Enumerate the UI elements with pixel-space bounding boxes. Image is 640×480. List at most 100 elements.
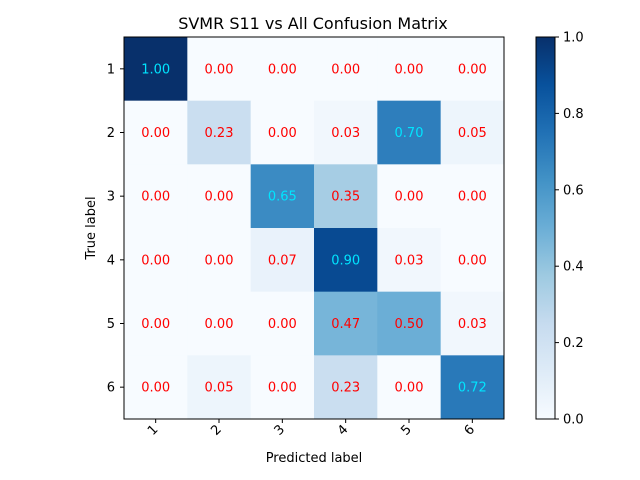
y-axis-label: True label: [84, 196, 99, 260]
cell-value-label: 0.00: [205, 317, 234, 332]
x-tick-label: 2: [208, 422, 224, 438]
heatmap-cell: [377, 37, 442, 102]
heatmap-cell: [187, 37, 252, 102]
cell-value-label: 0.23: [205, 126, 234, 141]
heatmap-cell: [250, 228, 315, 293]
cell-value-label: 0.00: [268, 126, 297, 141]
heatmap-cell: [124, 228, 188, 293]
heatmap-cell: [124, 355, 188, 420]
x-axis-ticks: 1 2 3 4 5 6: [145, 419, 478, 439]
heatmap-cell: [377, 291, 442, 356]
cell-value-label: 0.00: [458, 253, 487, 268]
heatmap-cell: [377, 355, 442, 420]
x-tick-label: 5: [398, 422, 414, 438]
cell-value-label: 0.00: [268, 381, 297, 396]
heatmap-cells: [124, 37, 505, 420]
cell-value-label: 0.07: [268, 253, 297, 268]
heatmap-cell: [440, 100, 505, 165]
cell-value-label: 0.05: [205, 381, 234, 396]
x-axis-label: Predicted label: [266, 451, 363, 466]
chart-title: SVMR S11 vs All Confusion Matrix: [178, 14, 448, 33]
heatmap-cell: [314, 228, 378, 293]
colorbar: [535, 36, 556, 420]
cell-value-label: 0.47: [331, 317, 360, 332]
heatmap-cell: [187, 228, 252, 293]
y-tick-label: 1: [107, 62, 115, 77]
cell-value-label: 0.70: [395, 126, 424, 141]
heatmap-cell: [377, 164, 442, 229]
heatmap-cell: [187, 355, 252, 420]
cell-value-label: 0.03: [458, 317, 487, 332]
heatmap-cell: [440, 37, 505, 102]
heatmap-cell: [250, 37, 315, 102]
cell-value-label: 0.03: [395, 253, 424, 268]
x-tick-label: 1: [145, 422, 161, 438]
heatmap-cell: [440, 355, 505, 420]
cell-value-label: 0.72: [458, 381, 487, 396]
heatmap-cell: [250, 355, 315, 420]
heatmap-cell: [124, 291, 188, 356]
y-tick-label: 4: [107, 253, 115, 268]
heatmap-cell: [314, 291, 378, 356]
cell-value-label: 0.00: [141, 126, 170, 141]
x-tick-label: 3: [272, 422, 288, 438]
heatmap-cell: [377, 228, 442, 293]
heatmap-cell: [124, 100, 188, 165]
cell-value-label: 0.00: [395, 62, 424, 77]
cell-value-label: 0.00: [141, 317, 170, 332]
heatmap-cell: [187, 291, 252, 356]
heatmap-cell: [314, 37, 378, 102]
cell-value-label: 0.00: [205, 62, 234, 77]
y-tick-label: 6: [107, 381, 115, 396]
cell-value-label: 1.00: [141, 62, 170, 77]
cell-value-label: 0.00: [141, 253, 170, 268]
y-axis-ticks: 1 2 3 4 5 6: [107, 62, 124, 396]
colorbar-tick-label: 0.6: [563, 183, 584, 198]
heatmap-cell: [250, 100, 315, 165]
cell-value-label: 0.00: [141, 190, 170, 205]
y-tick-label: 2: [107, 126, 115, 141]
heatmap-cell: [187, 100, 252, 165]
colorbar-tick-label: 0.2: [563, 336, 584, 351]
cell-value-label: 0.90: [331, 253, 360, 268]
heatmap-cell: [187, 164, 252, 229]
heatmap-cell: [314, 100, 378, 165]
colorbar-tick-label: 0.4: [563, 260, 584, 275]
cell-value-label: 0.35: [331, 190, 360, 205]
heatmap-cell: [250, 164, 315, 229]
colorbar-tick-label: 0.8: [563, 107, 584, 122]
cell-value-label: 0.00: [395, 190, 424, 205]
cell-value-label: 0.00: [395, 381, 424, 396]
cell-value-label: 0.00: [458, 62, 487, 77]
cell-value-label: 0.00: [205, 253, 234, 268]
heatmap-cell: [377, 100, 442, 165]
y-tick-label: 3: [107, 190, 115, 205]
cell-value-label: 0.00: [205, 190, 234, 205]
heatmap-cell: [314, 164, 378, 229]
heatmap-cell: [250, 291, 315, 356]
cell-value-label: 0.00: [331, 62, 360, 77]
heatmap-cell: [440, 164, 505, 229]
colorbar-tick-label: 0.0: [563, 413, 584, 428]
cell-value-label: 0.05: [458, 126, 487, 141]
x-tick-label: 4: [335, 422, 351, 438]
heatmap-cell: [440, 228, 505, 293]
cell-value-label: 0.00: [268, 317, 297, 332]
cell-value-label: 0.00: [458, 190, 487, 205]
cell-value-label: 0.23: [331, 381, 360, 396]
cell-value-label: 0.50: [395, 317, 424, 332]
colorbar-tick-label: 1.0: [563, 31, 584, 46]
heatmap-cell: [124, 37, 188, 102]
heatmap-cell: [314, 355, 378, 420]
cell-value-label: 0.03: [331, 126, 360, 141]
cell-value-label: 0.65: [268, 190, 297, 205]
heatmap-cell: [124, 164, 188, 229]
cell-value-label: 0.00: [268, 62, 297, 77]
x-tick-label: 6: [462, 422, 478, 438]
heatmap-cell-labels: 1.00 0.00 0.00 0.00 0.00 0.00 0.00 0.23 0.00 0.03…: [141, 62, 487, 395]
cell-value-label: 0.00: [141, 381, 170, 396]
colorbar-ticks: 0.0 0.2 0.4 0.6 0.8 1.0: [555, 31, 584, 428]
plot-frame: [123, 36, 505, 420]
heatmap-cell: [440, 291, 505, 356]
